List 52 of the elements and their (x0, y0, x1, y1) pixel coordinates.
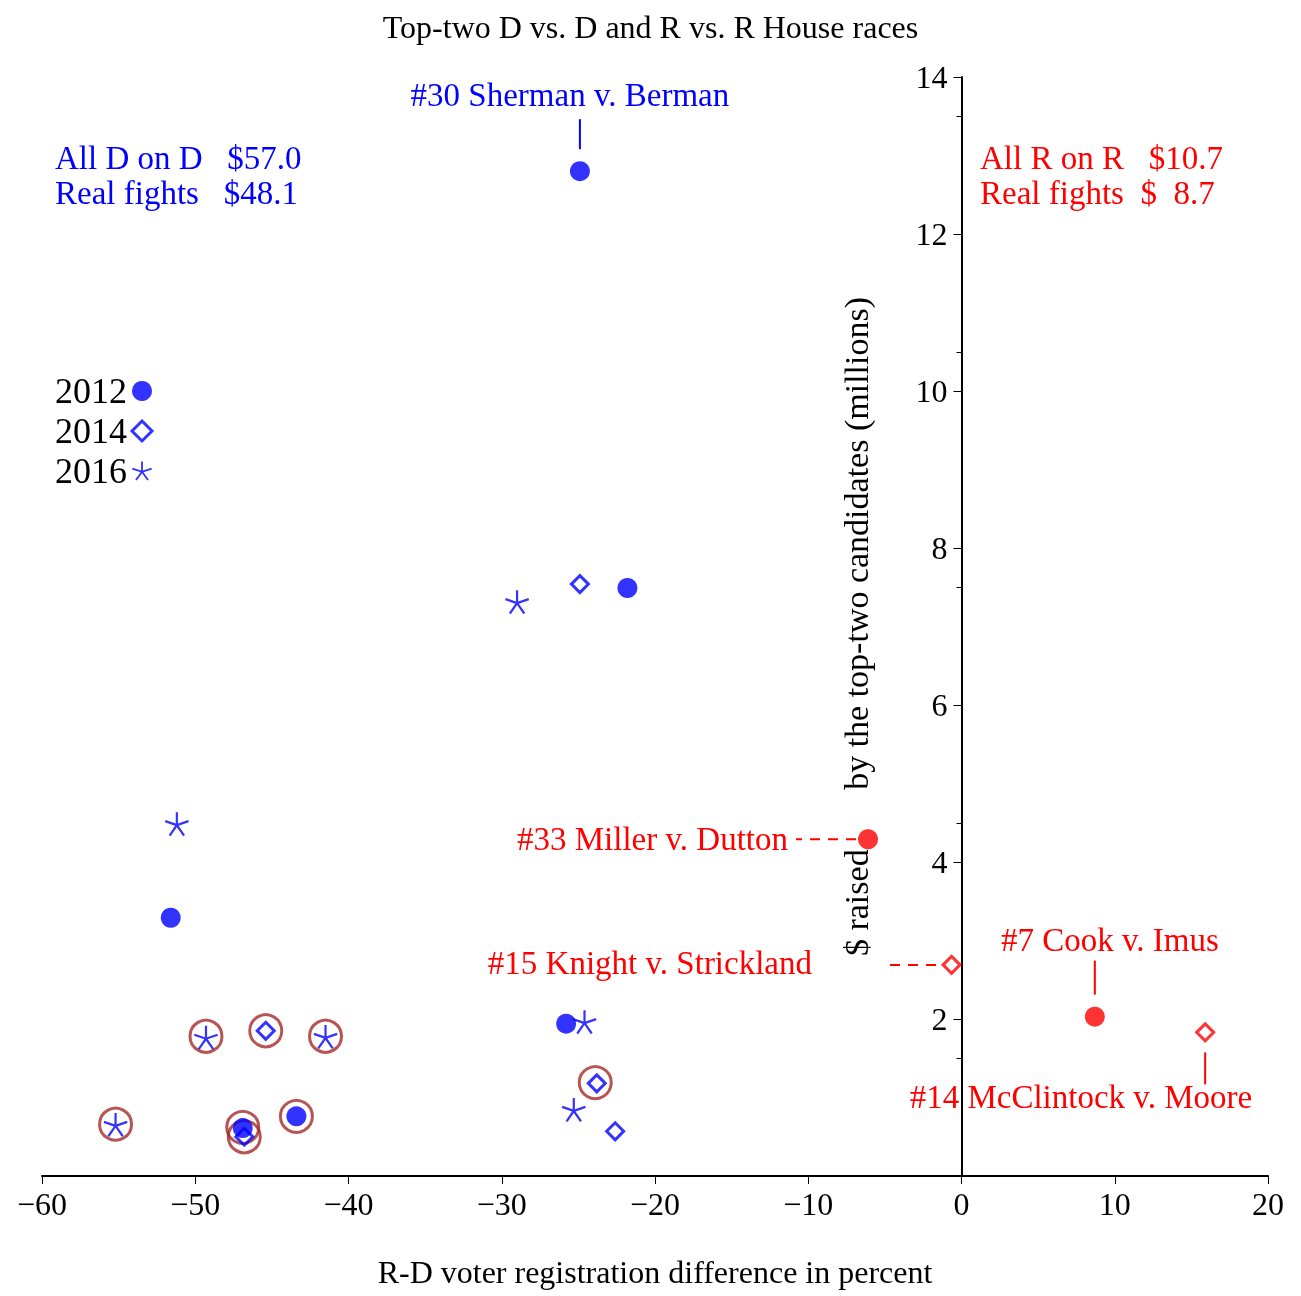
point (505, 590, 530, 615)
legend-label: 2016 (55, 451, 127, 491)
point (569, 161, 590, 182)
y-tick-label: 4 (931, 844, 948, 880)
x-tick-label: −20 (629, 1186, 681, 1222)
point (858, 829, 879, 850)
point (569, 574, 590, 595)
legend-label: 2012 (55, 371, 127, 411)
annotation: #15 Knight v. Strickland (487, 945, 813, 981)
annotation: Real fights $ 8.7 (980, 175, 1215, 211)
x-tick-label: 0 (953, 1186, 970, 1222)
point (248, 1013, 284, 1049)
point (226, 1119, 262, 1155)
y-tick-label: 10 (915, 373, 948, 409)
point (160, 907, 181, 928)
y-tick-label: 14 (915, 59, 948, 95)
point (164, 812, 189, 837)
point (556, 1013, 577, 1034)
x-tick-label: −30 (476, 1186, 527, 1222)
point (617, 578, 638, 599)
x-tick-label: −60 (16, 1186, 68, 1222)
x-tick-label: −10 (783, 1186, 834, 1222)
point (1084, 1006, 1105, 1027)
x-axis-title: R-D voter registration difference in percent (377, 1254, 933, 1290)
point (308, 1018, 344, 1054)
x-tick-label: −50 (170, 1186, 221, 1222)
point (577, 1065, 613, 1101)
point (278, 1098, 314, 1134)
annotation: All D on D $57.0 (55, 140, 302, 176)
y-axis-title: $ raised by the top-two candidates (millions) (838, 296, 876, 957)
point (188, 1018, 224, 1054)
point (605, 1121, 626, 1142)
y-tick-label: 6 (931, 687, 948, 723)
point (941, 954, 962, 975)
point (98, 1106, 134, 1142)
y-tick-label: 2 (931, 1001, 948, 1037)
annotation: Real fights $48.1 (55, 175, 298, 211)
annotation: All R on R $10.7 (980, 140, 1223, 176)
point (572, 1010, 597, 1035)
annotation: #30 Sherman v. Berman (410, 77, 730, 114)
annotation: #7 Cook v. Imus (1000, 921, 1219, 958)
annotation: #14 McClintock v. Moore (909, 1079, 1253, 1116)
x-tick-label: 20 (1252, 1186, 1284, 1222)
y-tick-label: 12 (915, 216, 948, 252)
x-tick-label: −40 (323, 1186, 374, 1222)
x-tick-label: 10 (1098, 1186, 1131, 1222)
y-tick-label: 8 (931, 530, 948, 566)
annotation: #33 Miller v. Dutton (517, 821, 789, 858)
legend-label: 2014 (55, 411, 127, 451)
point (561, 1098, 586, 1123)
chart-title: Top-two D vs. D and R vs. R House races (382, 9, 919, 45)
point (1195, 1022, 1216, 1043)
